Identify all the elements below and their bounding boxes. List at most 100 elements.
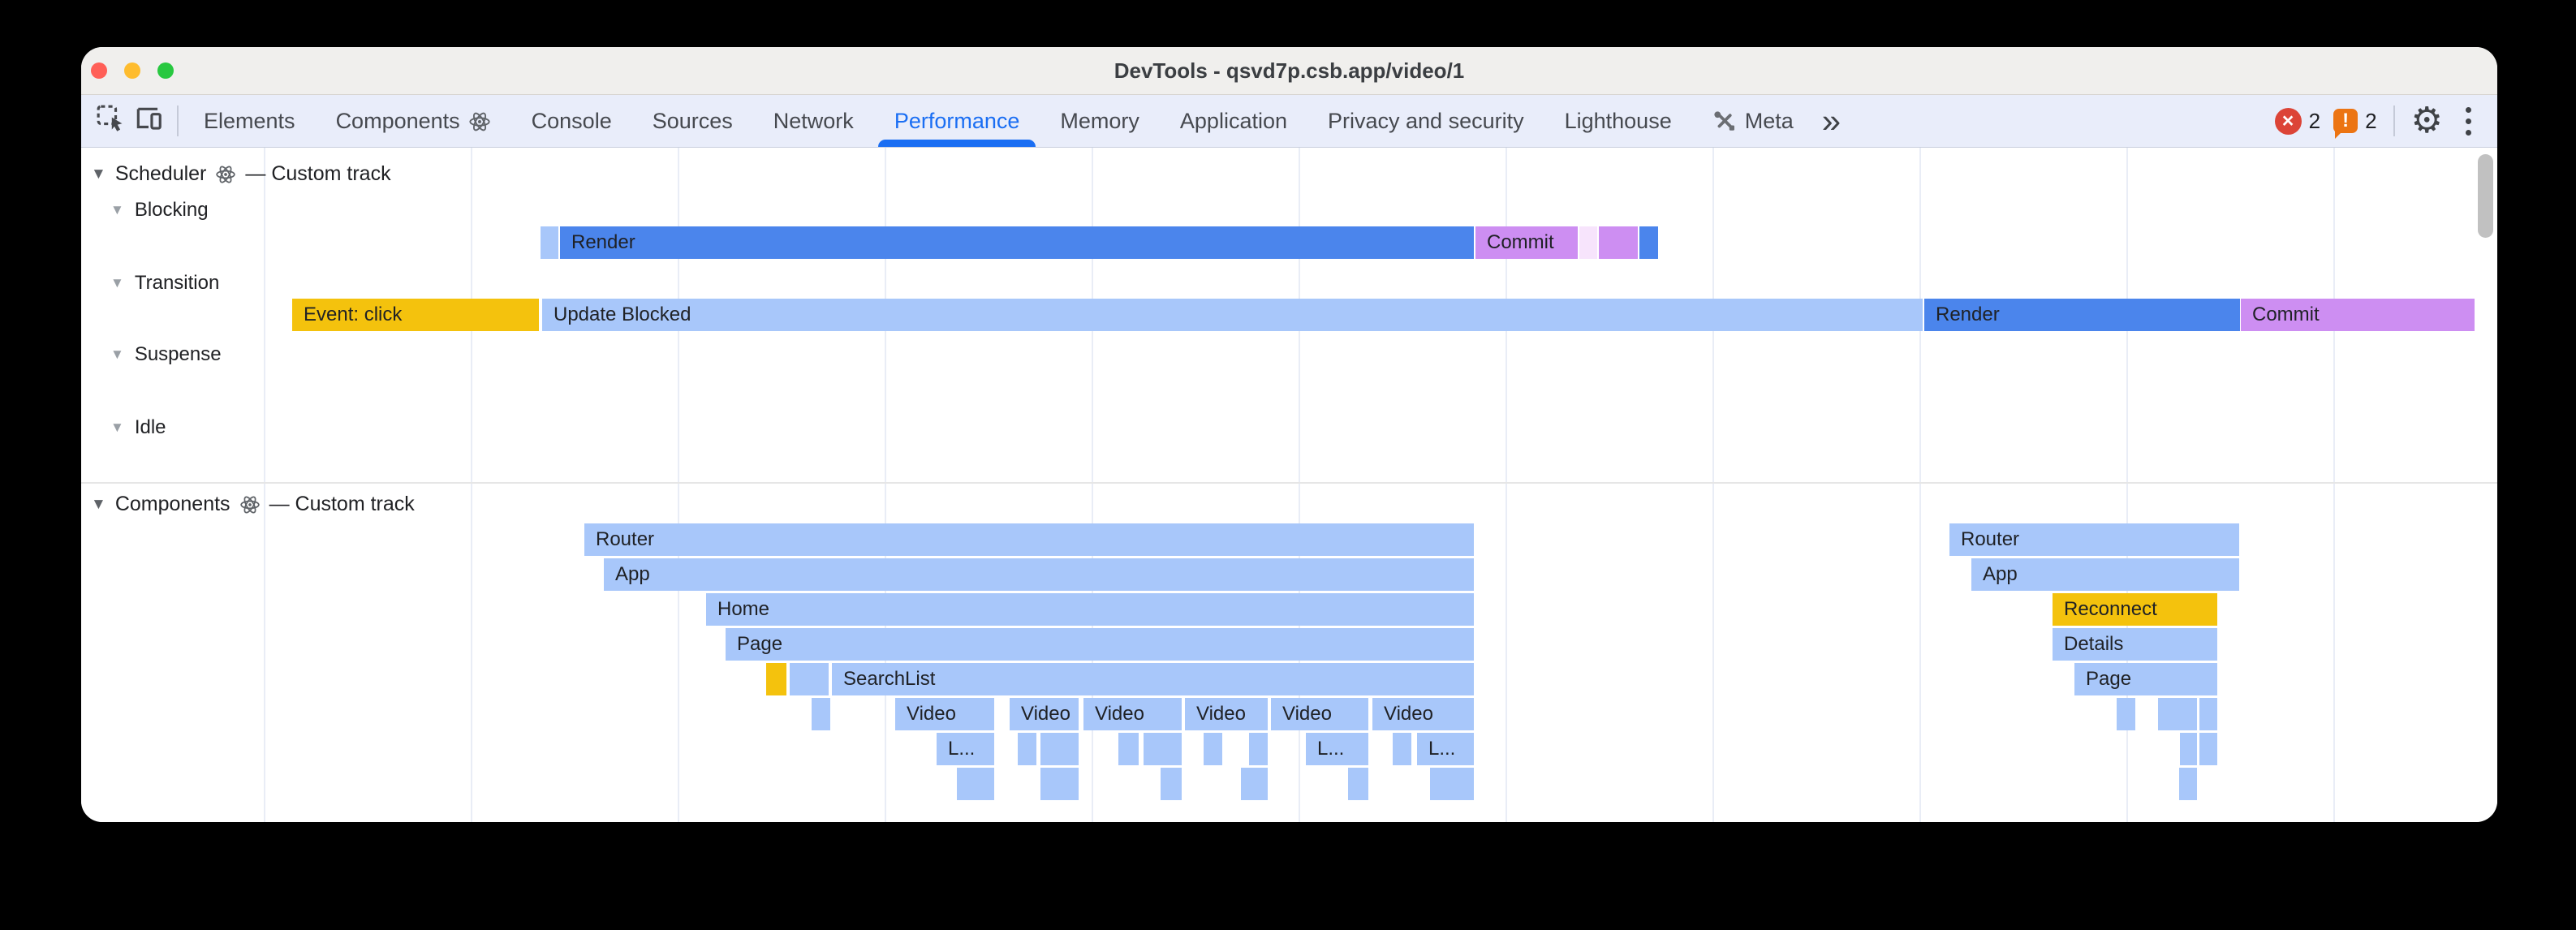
flame-bar[interactable] [2117, 698, 2135, 730]
flame-bar-details[interactable]: Details [2053, 628, 2217, 661]
issues-badge-icon[interactable]: ! [2333, 109, 2358, 139]
titlebar: DevTools - qsvd7p.csb.app/video/1 [81, 47, 2497, 95]
disclosure-triangle-icon[interactable]: ▼ [110, 202, 124, 217]
flame-bar[interactable] [790, 663, 829, 695]
react-atom-icon [239, 493, 261, 516]
flame-bar[interactable] [1599, 226, 1638, 259]
flame-bar-l[interactable]: L... [937, 733, 994, 765]
tab-console[interactable]: Console [511, 95, 632, 147]
flame-bar[interactable] [1161, 768, 1182, 800]
disclosure-triangle-icon[interactable]: ▼ [110, 275, 124, 291]
settings-gear-icon[interactable]: ⚙ [2410, 101, 2443, 140]
flame-bar[interactable] [957, 768, 994, 800]
flame-bar-searchlist[interactable]: SearchList [832, 663, 1474, 695]
flame-bar[interactable] [1144, 733, 1182, 765]
tab-meta[interactable]: Meta [1692, 95, 1814, 147]
close-button[interactable] [91, 62, 107, 79]
toolbar-right: × 2 ! 2 ⚙ [2274, 95, 2497, 147]
flame-bar[interactable] [1018, 733, 1036, 765]
flame-bar-video[interactable]: Video [1185, 698, 1268, 730]
flame-bar-render[interactable]: Render [560, 226, 1474, 259]
flame-bar-commit[interactable]: Commit [1475, 226, 1578, 259]
flame-bar-l[interactable]: L... [1417, 733, 1474, 765]
lane-title: Suspense [134, 343, 222, 365]
flame-bar-render[interactable]: Render [1924, 299, 2240, 331]
flame-bar-app[interactable]: App [604, 558, 1474, 591]
error-badge-icon[interactable]: × [2274, 107, 2302, 135]
minimize-button[interactable] [124, 62, 140, 79]
tab-components[interactable]: Components [316, 95, 511, 147]
device-toolbar-button[interactable] [130, 102, 167, 140]
lane-label-blocking[interactable]: ▼ Blocking [110, 199, 209, 222]
more-tabs-chevron-icon[interactable]: » [1821, 101, 1842, 140]
flame-bar[interactable] [1639, 226, 1658, 259]
flame-bar[interactable] [1204, 733, 1222, 765]
grid-line [1092, 148, 1093, 822]
tab-network[interactable]: Network [753, 95, 874, 147]
disclosure-triangle-icon[interactable]: ▼ [91, 165, 106, 183]
inspect-cursor-icon [96, 104, 127, 139]
flame-bar[interactable] [1040, 733, 1079, 765]
error-count[interactable]: 2 [2308, 108, 2321, 133]
track-header-scheduler[interactable]: ▼ Scheduler — Custom track [91, 162, 391, 186]
grid-line [678, 148, 679, 822]
flame-bar[interactable] [1241, 768, 1268, 800]
flame-bar[interactable] [2158, 698, 2197, 730]
flame-bar-video[interactable]: Video [1083, 698, 1182, 730]
flame-bar[interactable] [2199, 698, 2217, 730]
flame-bar-page[interactable]: Page [2074, 663, 2217, 695]
flame-bar[interactable] [2199, 733, 2217, 765]
flame-bar-video[interactable]: Video [1010, 698, 1079, 730]
flame-bar[interactable] [541, 226, 558, 259]
issue-count[interactable]: 2 [2365, 108, 2377, 133]
track-title: Scheduler [114, 162, 207, 185]
vertical-scrollbar-thumb[interactable] [2478, 154, 2493, 238]
flame-bar-app[interactable]: App [1971, 558, 2239, 591]
flame-bar[interactable] [2179, 768, 2197, 800]
flame-bar-video[interactable]: Video [1271, 698, 1368, 730]
disclosure-triangle-icon[interactable]: ▼ [91, 495, 106, 513]
tab-label: Meta [1744, 108, 1794, 133]
tab-elements[interactable]: Elements [183, 95, 316, 147]
inspect-element-button[interactable] [93, 102, 130, 140]
flame-bar[interactable] [1040, 768, 1079, 800]
flame-bar-video[interactable]: Video [1372, 698, 1474, 730]
flame-bar-page[interactable]: Page [726, 628, 1474, 661]
flame-bar-event-click[interactable]: Event: click [292, 299, 539, 331]
disclosure-triangle-icon[interactable]: ▼ [110, 420, 124, 435]
flame-bar[interactable] [2180, 733, 2197, 765]
flame-bar[interactable] [1393, 733, 1411, 765]
track-header-components[interactable]: ▼ Components — Custom track [91, 493, 415, 516]
grid-line [885, 148, 886, 822]
flame-bar[interactable] [766, 663, 786, 695]
flame-bar[interactable] [812, 698, 830, 730]
lane-label-suspense[interactable]: ▼ Suspense [110, 343, 222, 366]
flame-bar-router[interactable]: Router [1949, 523, 2239, 556]
flame-bar-video[interactable]: Video [895, 698, 994, 730]
track-separator [81, 482, 2497, 484]
flame-bar[interactable] [1430, 768, 1474, 800]
tab-sources[interactable]: Sources [632, 95, 753, 147]
flame-bar[interactable] [1118, 733, 1139, 765]
flame-bar-l[interactable]: L... [1306, 733, 1368, 765]
flame-bar-home[interactable]: Home [706, 593, 1474, 626]
toolbar-separator [177, 105, 179, 136]
tab-memory[interactable]: Memory [1040, 95, 1160, 147]
flame-bar[interactable] [1348, 768, 1368, 800]
lane-label-transition[interactable]: ▼ Transition [110, 272, 219, 295]
lane-label-idle[interactable]: ▼ Idle [110, 416, 166, 439]
tab-lighthouse[interactable]: Lighthouse [1544, 95, 1692, 147]
flame-bar-router[interactable]: Router [584, 523, 1474, 556]
track-suffix: — Custom track [245, 162, 391, 185]
flame-bar[interactable] [1579, 226, 1597, 259]
disclosure-triangle-icon[interactable]: ▼ [110, 347, 124, 362]
kebab-menu-icon[interactable] [2458, 102, 2479, 140]
tab-privacy-and-security[interactable]: Privacy and security [1307, 95, 1544, 147]
flame-bar-update-blocked[interactable]: Update Blocked [542, 299, 1923, 331]
tab-application[interactable]: Application [1160, 95, 1307, 147]
tab-performance[interactable]: Performance [874, 95, 1040, 147]
zoom-button[interactable] [157, 62, 174, 79]
flame-bar[interactable] [1249, 733, 1268, 765]
flame-bar-reconnect[interactable]: Reconnect [2053, 593, 2217, 626]
flame-bar-commit[interactable]: Commit [2241, 299, 2475, 331]
